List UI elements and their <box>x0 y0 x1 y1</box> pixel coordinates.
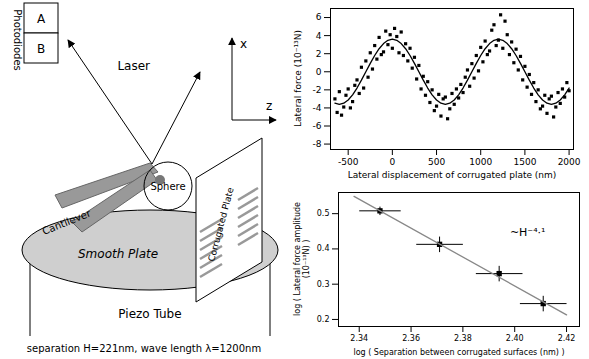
svg-text:2.42: 2.42 <box>558 334 576 343</box>
svg-text:Lateral displacement of corrug: Lateral displacement of corrugated plate… <box>348 170 557 180</box>
svg-text:Photodiodes: Photodiodes <box>12 9 23 70</box>
svg-text:A: A <box>37 12 46 26</box>
svg-text:Cantilever: Cantilever <box>41 207 93 237</box>
svg-text:-4: -4 <box>313 103 322 113</box>
svg-text:-6: -6 <box>313 121 322 131</box>
svg-text:log ( Lateral force amplitude(: log ( Lateral force amplitude(10⁻¹³N) ) <box>293 202 311 316</box>
svg-text:0.5: 0.5 <box>317 209 330 218</box>
svg-text:~H⁻⁴·¹: ~H⁻⁴·¹ <box>510 226 546 239</box>
svg-text:2.38: 2.38 <box>454 334 472 343</box>
svg-text:0.3: 0.3 <box>317 280 330 289</box>
svg-text:Corrugated Plate: Corrugated Plate <box>206 186 235 263</box>
svg-text:4: 4 <box>316 30 322 40</box>
svg-text:500: 500 <box>428 157 445 167</box>
svg-text:Lateral force (10⁻¹³N): Lateral force (10⁻¹³N) <box>293 30 303 127</box>
svg-text:Sphere: Sphere <box>150 181 185 192</box>
svg-text:2: 2 <box>316 49 322 59</box>
svg-text:-500: -500 <box>338 157 359 167</box>
svg-text:6: 6 <box>316 12 322 22</box>
svg-text:separation H=221nm, wave lengt: separation H=221nm, wave length λ=1200nm <box>27 343 261 354</box>
svg-text:Laser: Laser <box>117 59 150 73</box>
svg-text:0: 0 <box>316 67 322 77</box>
svg-text:-8: -8 <box>313 139 322 149</box>
svg-text:2.34: 2.34 <box>350 334 368 343</box>
svg-text:1500: 1500 <box>513 157 536 167</box>
svg-text:0.4: 0.4 <box>317 244 330 253</box>
svg-text:log ( Separation between corru: log ( Separation between corrugated surf… <box>353 348 564 357</box>
svg-text:B: B <box>37 42 45 56</box>
svg-text:2.40: 2.40 <box>506 334 524 343</box>
svg-text:z: z <box>266 99 272 113</box>
svg-text:0: 0 <box>389 157 395 167</box>
svg-text:Piezo Tube: Piezo Tube <box>118 307 181 321</box>
svg-text:0.2: 0.2 <box>317 315 330 324</box>
svg-text:1000: 1000 <box>469 157 492 167</box>
svg-text:2000: 2000 <box>558 157 581 167</box>
svg-text:-2: -2 <box>313 85 322 95</box>
svg-text:2.36: 2.36 <box>402 334 420 343</box>
svg-text:x: x <box>240 37 247 51</box>
svg-text:Smooth Plate: Smooth Plate <box>78 247 158 261</box>
